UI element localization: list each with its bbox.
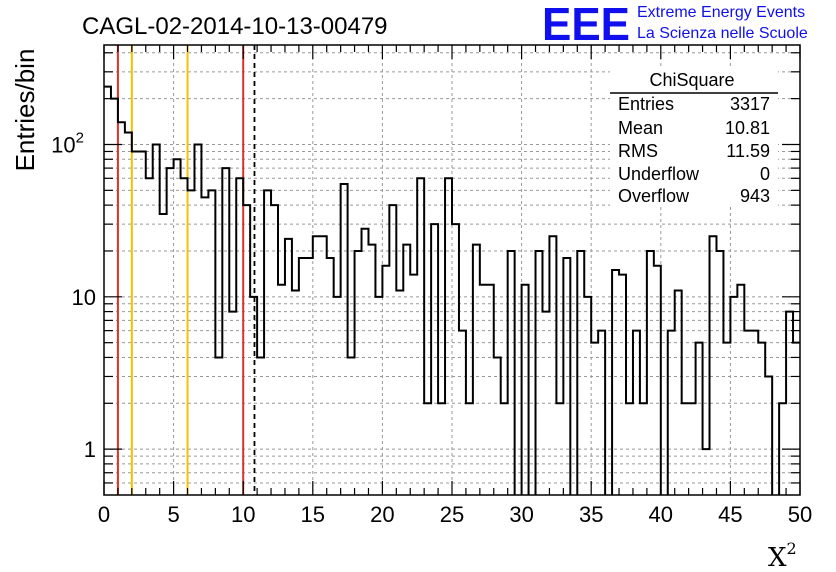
stats-box: ChiSquare Entries 3317 Mean 10.81 RMS 11… [610, 66, 778, 206]
stats-label-rms: RMS [618, 141, 658, 161]
x-tick-label: 35 [579, 502, 603, 527]
stats-value-mean: 10.81 [725, 118, 770, 138]
x-tick-label: 15 [301, 502, 325, 527]
x-tick-label: 25 [440, 502, 464, 527]
stats-label-mean: Mean [618, 118, 663, 138]
eee-logo: EEE Extreme Energy Events La Scienza nel… [542, 0, 808, 50]
stats-label-underflow: Underflow [618, 164, 700, 184]
tick-labels: 0 5 10 15 20 25 30 35 40 45 50 1 10 102 [51, 129, 812, 527]
stats-value-entries: 3317 [730, 94, 770, 114]
stats-value-overflow: 943 [740, 186, 770, 206]
x-tick-label: 5 [167, 502, 179, 527]
logo-line1: Extreme Energy Events [637, 4, 805, 21]
x-tick-label: 20 [370, 502, 394, 527]
stats-label-entries: Entries [618, 94, 674, 114]
x-tick-label: 45 [718, 502, 742, 527]
x-tick-label: 30 [509, 502, 533, 527]
x-tick-label: 50 [788, 502, 812, 527]
y-tick-label: 102 [51, 129, 84, 157]
stats-label-overflow: Overflow [618, 186, 690, 206]
logo-line2: La Scienza nelle Scuole [637, 25, 808, 42]
x-tick-label: 10 [231, 502, 255, 527]
y-tick-label: 10 [72, 285, 96, 310]
stats-value-underflow: 0 [760, 164, 770, 184]
y-tick-label: 1 [84, 437, 96, 462]
axis-ticks [103, 45, 801, 495]
x-axis-title: X2 [768, 539, 797, 572]
y-axis-title: Entries/bin [10, 49, 40, 172]
x-tick-label: 40 [649, 502, 673, 527]
x-tick-label: 0 [98, 502, 110, 527]
chart-title: CAGL-02-2014-10-13-00479 [82, 13, 388, 40]
histogram-series [104, 85, 800, 495]
logo-mark: EEE [542, 0, 630, 50]
stats-header: ChiSquare [649, 70, 734, 90]
marker-lines [116, 45, 256, 495]
stats-value-rms: 11.59 [726, 141, 770, 161]
